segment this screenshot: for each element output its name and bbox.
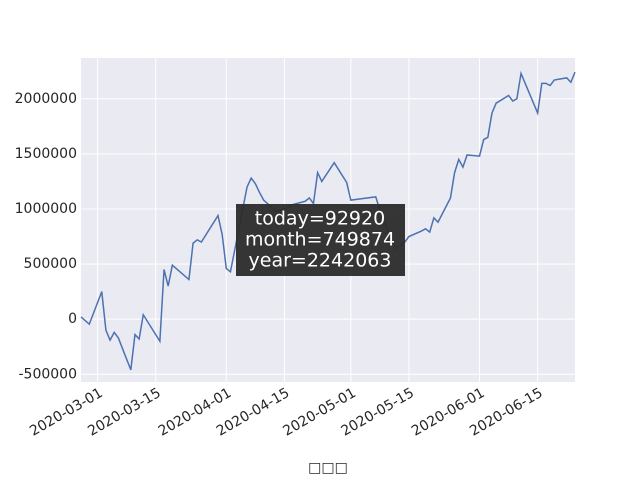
y-tick-label: 500000 xyxy=(24,256,77,272)
y-tick-label: 1500000 xyxy=(15,146,77,162)
y-tick-label: 0 xyxy=(68,311,77,327)
annotation-text: month=749874 xyxy=(245,229,395,251)
annotation-text: today=92920 xyxy=(255,208,385,230)
data-line xyxy=(80,70,576,371)
annotation-text: year=2242063 xyxy=(249,250,392,272)
y-tick-label: 2000000 xyxy=(15,91,77,107)
x-axis-label: □□□ xyxy=(308,460,348,476)
y-tick-label: -500000 xyxy=(19,366,78,382)
y-tick-label: 1000000 xyxy=(15,201,77,217)
annotation-box xyxy=(236,204,405,276)
